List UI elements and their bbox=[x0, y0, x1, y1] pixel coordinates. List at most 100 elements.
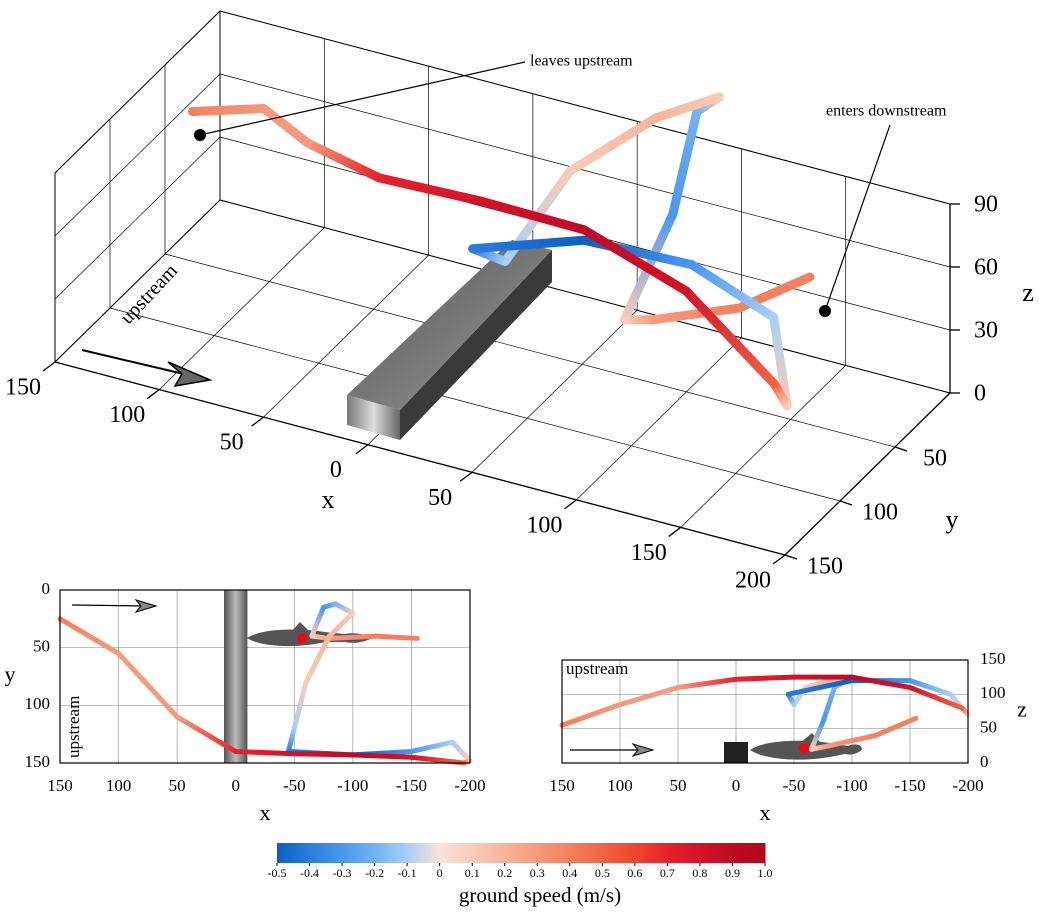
grid-line bbox=[219, 199, 951, 394]
x-tick-label: 50 bbox=[220, 430, 244, 456]
grid-line bbox=[109, 307, 841, 502]
y-axis-label: z bbox=[1017, 697, 1027, 722]
colorbar-tick-label: -0.4 bbox=[300, 866, 319, 880]
trajectory-segment bbox=[687, 260, 779, 322]
colorbar-segment bbox=[602, 843, 636, 863]
trajectory-segment bbox=[769, 312, 792, 411]
x-axis-label: x bbox=[760, 800, 771, 825]
z-tick-label: 0 bbox=[974, 381, 986, 407]
x-tick bbox=[42, 361, 56, 372]
colorbar-segment bbox=[277, 843, 311, 863]
colorbar-tick-label: 0 bbox=[437, 866, 443, 880]
colorbar-tick-label: 0.6 bbox=[627, 866, 642, 880]
y-tick-label: 150 bbox=[25, 752, 51, 771]
grid-line bbox=[54, 199, 221, 363]
grid-line bbox=[263, 254, 429, 418]
trajectory-segment bbox=[559, 702, 623, 728]
trajectory-segment bbox=[468, 235, 589, 254]
x-tick-label: 100 bbox=[607, 776, 633, 795]
y-tick-label: 100 bbox=[25, 694, 51, 713]
x-tick-label: 150 bbox=[549, 776, 575, 795]
x-tick-label: 150 bbox=[631, 540, 667, 566]
flow-arrow bbox=[71, 604, 146, 607]
annotation: upstream bbox=[566, 659, 628, 678]
x-tick-label: -100 bbox=[337, 776, 368, 795]
y-axis bbox=[784, 392, 951, 556]
trajectory-segment bbox=[681, 286, 780, 389]
trajectory-segment bbox=[808, 719, 826, 752]
x-tick-label: -200 bbox=[454, 776, 485, 795]
x-tick-label: 100 bbox=[109, 402, 145, 428]
x-tick-label: 50 bbox=[428, 485, 452, 511]
trajectory-segment bbox=[350, 752, 414, 760]
grid-line bbox=[54, 73, 221, 237]
plot-frame bbox=[59, 589, 471, 764]
x-tick bbox=[146, 389, 160, 400]
x-tick bbox=[251, 416, 264, 427]
grid-line bbox=[54, 136, 221, 300]
x-tick-label: -150 bbox=[396, 776, 427, 795]
trajectory-segment bbox=[733, 674, 797, 682]
x-tick-label: 0 bbox=[231, 776, 240, 795]
trajectory-segment bbox=[233, 748, 297, 757]
colorbar-segment bbox=[342, 843, 376, 863]
y-tick-label: 150 bbox=[807, 554, 843, 580]
axes-3d: 150 100 50 0 50 100 150 200 50 100 150 0 30 60 90 bbox=[5, 192, 998, 594]
y-tick-label: 100 bbox=[862, 500, 898, 526]
trajectory-segment bbox=[675, 676, 739, 690]
x-tick bbox=[772, 554, 786, 565]
x-axis-label: x bbox=[260, 800, 271, 825]
fish-marker bbox=[297, 633, 307, 643]
y-tick-label: 50 bbox=[33, 637, 50, 656]
trajectory-segment bbox=[309, 604, 327, 639]
flow-arrow bbox=[81, 349, 189, 376]
y-tick-label: 100 bbox=[980, 683, 1006, 702]
obstacle-top bbox=[347, 240, 552, 410]
trajectory-segment bbox=[826, 733, 878, 749]
x-tick-label: 150 bbox=[47, 776, 73, 795]
trajectory-3d bbox=[188, 92, 815, 411]
trajectory-segment bbox=[174, 714, 239, 754]
colorbar-tick-label: 0.5 bbox=[595, 866, 610, 880]
trajectory-segment bbox=[820, 684, 838, 725]
x-tick bbox=[459, 471, 473, 482]
xz-panel: 150 100 50 0 -50 -100 -150 -200 0 50 100 150 x z upstr… bbox=[549, 649, 1027, 825]
x-axis bbox=[54, 361, 786, 556]
trajectory-segment bbox=[617, 684, 681, 708]
leader-line bbox=[824, 124, 891, 312]
trajectory-segment bbox=[476, 196, 589, 235]
y-tick-label: 150 bbox=[980, 649, 1006, 668]
colorbar-tick-label: 1.0 bbox=[758, 866, 773, 880]
x-tick-label: 150 bbox=[5, 375, 41, 401]
colorbar-tick-label: -0.1 bbox=[398, 866, 417, 880]
z-tick-label: 90 bbox=[974, 192, 998, 218]
x-tick-label: -200 bbox=[952, 776, 983, 795]
trajectory-segment bbox=[285, 725, 297, 754]
obstacle bbox=[724, 742, 748, 763]
trajectory-segment bbox=[259, 103, 313, 148]
colorbar-segment bbox=[537, 843, 571, 863]
x-axis-label: x bbox=[322, 485, 335, 514]
y-tick-label: 50 bbox=[923, 446, 947, 472]
trajectory-segment bbox=[188, 103, 269, 116]
annotation: leaves upstream bbox=[530, 53, 633, 70]
trajectory-segment bbox=[326, 633, 379, 641]
colorbar-tick-label: 0.1 bbox=[465, 866, 480, 880]
trajectory-segment bbox=[408, 754, 467, 766]
fish bbox=[247, 622, 372, 647]
x-tick-label: -100 bbox=[836, 776, 867, 795]
trajectory-segment bbox=[116, 650, 180, 720]
obstacle bbox=[224, 590, 248, 763]
fish-marker bbox=[799, 743, 809, 753]
x-tick-label: -50 bbox=[283, 776, 306, 795]
trajectory-segment bbox=[907, 684, 965, 711]
x-tick bbox=[668, 526, 682, 537]
trajectory-segment bbox=[803, 678, 832, 690]
x-tick-label: 100 bbox=[106, 776, 132, 795]
trajectory-segment bbox=[449, 739, 473, 764]
xy-panel: 150 100 50 0 -50 -100 -150 -200 0 50 100 150 x y upstr… bbox=[5, 579, 486, 825]
y-tick bbox=[839, 500, 853, 506]
trajectory-segment bbox=[291, 679, 309, 731]
trajectory-segment bbox=[579, 225, 691, 296]
y-axis-label: y bbox=[946, 505, 959, 534]
